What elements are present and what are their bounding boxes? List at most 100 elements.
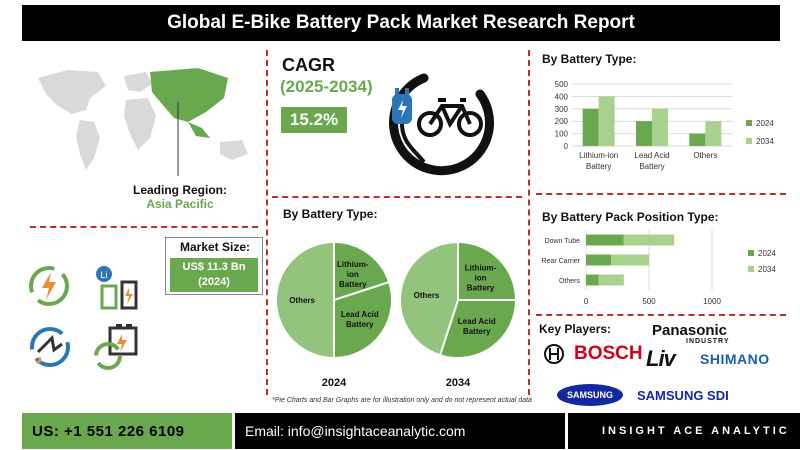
pie-label: ion xyxy=(475,273,487,282)
pie-label: Lead Acid xyxy=(341,310,379,319)
bar xyxy=(586,274,599,286)
pie-slice xyxy=(438,299,518,359)
pie-label: Battery xyxy=(467,283,495,292)
y-tick-label: Others xyxy=(559,278,581,285)
y-tick-label: 300 xyxy=(555,105,569,114)
bar xyxy=(636,121,652,146)
divider-left-h xyxy=(30,226,258,228)
x-tick-label: 500 xyxy=(642,297,656,306)
x-tick-label: Battery xyxy=(639,162,664,171)
pie-year-label: 2034 xyxy=(446,377,471,389)
market-size-frame xyxy=(165,237,263,295)
legend-label: 2024 xyxy=(756,119,774,128)
legend-label: 2024 xyxy=(758,249,776,258)
pie-label: Others xyxy=(414,291,440,300)
cagr-years: (2025-2034) xyxy=(280,77,373,96)
panasonic-logo: Panasonic xyxy=(652,322,728,339)
legend-label: 2034 xyxy=(758,265,776,274)
svg-text:Li: Li xyxy=(100,270,107,280)
bar xyxy=(598,274,624,286)
bar xyxy=(705,121,722,146)
bar xyxy=(689,133,706,146)
legend-swatch xyxy=(748,250,754,256)
bar xyxy=(586,234,624,246)
x-tick-label: Others xyxy=(693,151,717,160)
bar-position-title: By Battery Pack Position Type: xyxy=(542,210,719,224)
legend-swatch xyxy=(748,266,754,272)
pie-label: Battery xyxy=(339,280,367,289)
pie-label: Battery xyxy=(346,320,374,329)
battery-cycle-icon: Li xyxy=(96,266,138,310)
battery-position-bar-chart: 0 500 1000 Down Tube Rear Carrier Others 2024 2… xyxy=(541,230,776,306)
y-tick-label: 500 xyxy=(555,80,569,89)
bosch-icon xyxy=(544,344,564,364)
x-tick-label: Battery xyxy=(586,162,611,171)
world-map xyxy=(38,68,248,176)
leading-region-label: Leading Region: xyxy=(133,183,227,197)
illustration-note: *Pie Charts and Bar Graphs are for illus… xyxy=(272,397,532,404)
x-tick-label: 1000 xyxy=(703,297,721,306)
bosch-logo: BOSCH xyxy=(574,343,643,364)
pie-slice xyxy=(333,280,393,360)
pie-section-title: By Battery Type: xyxy=(283,207,378,221)
x-tick-label: Lead Acid xyxy=(634,151,669,160)
bar xyxy=(611,254,649,266)
divider-left xyxy=(266,50,268,395)
divider-right xyxy=(528,50,530,395)
pie-label: ion xyxy=(347,270,359,279)
pie-label: Lithium- xyxy=(465,263,497,272)
phone-number[interactable]: US: +1 551 226 6109 xyxy=(22,413,232,449)
market-size-label: Market Size: xyxy=(179,240,251,254)
samsung-sdi-logo: SAMSUNG SDI xyxy=(637,388,729,403)
ebike-plug-icon xyxy=(389,73,494,176)
cagr-label: CAGR xyxy=(282,55,335,75)
bar xyxy=(652,108,668,146)
market-size-amount: US$ 11.3 Bn xyxy=(182,261,246,273)
panasonic-industry-text: INDUSTRY xyxy=(686,338,730,345)
cagr-value: 15.2% xyxy=(281,107,347,133)
bar xyxy=(582,108,599,146)
liv-logo: Liv xyxy=(646,346,676,371)
brand-name: INSIGHT ACE ANALYTIC xyxy=(568,413,800,449)
y-tick-label: Down Tube xyxy=(545,238,581,245)
pie-label: Others xyxy=(289,296,315,305)
y-tick-label: 400 xyxy=(555,92,569,101)
charging-cycle-icon xyxy=(30,327,70,367)
legend-swatch xyxy=(746,120,752,126)
pie-slice xyxy=(333,240,391,302)
key-players-label: Key Players: xyxy=(539,322,612,336)
pie-year-label: 2024 xyxy=(322,377,347,389)
x-tick-label: Lithium-ion xyxy=(579,151,618,160)
y-tick-label: 200 xyxy=(555,117,569,126)
leading-region-value: Asia Pacific xyxy=(146,197,214,211)
divider-right-h1 xyxy=(536,193,786,195)
pie-slice xyxy=(275,240,335,360)
pie-label: Lithium- xyxy=(337,260,369,269)
bar xyxy=(586,254,612,266)
x-tick-label: 0 xyxy=(584,297,589,306)
market-size-year: (2024) xyxy=(198,276,230,288)
bar xyxy=(623,234,675,246)
pie-label: Lead Acid xyxy=(458,317,496,326)
shimano-logo: SHIMANO xyxy=(700,351,770,367)
divider-mid-h xyxy=(272,196,522,198)
samsung-logo: SAMSUNG xyxy=(557,384,623,406)
market-size-value: US$ 11.3 Bn (2024) xyxy=(170,258,258,292)
energy-cycle-icon xyxy=(29,266,69,306)
legend-label: 2034 xyxy=(756,137,774,146)
divider-right-h2 xyxy=(536,314,786,316)
y-tick-label: Rear Carrier xyxy=(541,258,580,265)
battery-recycle-icon xyxy=(94,324,138,370)
email-contact[interactable]: Email: info@insightaceanalytic.com xyxy=(235,413,565,449)
y-tick-label: 100 xyxy=(555,130,569,139)
pie-slice xyxy=(457,240,518,301)
report-title: Global E-Bike Battery Pack Market Resear… xyxy=(22,5,780,41)
pie-label: Battery xyxy=(463,327,491,336)
battery-type-bar-chart: 0 100 200 300 400 500 Lithium-ion Battery Lead A… xyxy=(555,80,775,171)
pie-slice xyxy=(399,240,459,357)
bar xyxy=(598,96,615,146)
legend-swatch xyxy=(746,138,752,144)
bar-type-title: By Battery Type: xyxy=(542,52,637,66)
y-tick-label: 0 xyxy=(564,142,569,151)
